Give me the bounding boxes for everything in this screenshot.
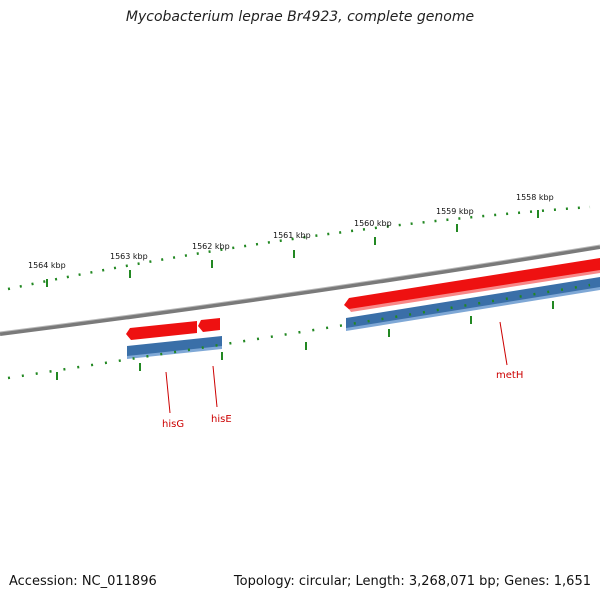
gene-hisE-forward[interactable] (198, 318, 220, 332)
gene-label-leaders (165, 321, 508, 414)
outer-ruler-major-ticks (46, 210, 539, 287)
cds-hisG-hisE[interactable] (127, 336, 222, 358)
genome-backbone (0, 245, 600, 336)
ruler-label-1561: 1561 kbp (273, 231, 311, 240)
inner-ruler-major-ticks (56, 301, 554, 380)
gene-metH-forward[interactable] (344, 258, 600, 311)
cds-metH[interactable] (346, 277, 600, 330)
genome-backbone-highlight (0, 244, 600, 333)
forward-strand-features (126, 258, 600, 340)
inner-ruler-dashes (7, 283, 591, 380)
gene-label-hisG: hisG (162, 419, 184, 430)
ruler-label-1564: 1564 kbp (28, 261, 66, 270)
gene-hisG-forward[interactable] (126, 321, 197, 340)
ruler-label-1559: 1559 kbp (436, 207, 474, 216)
ruler-label-1563: 1563 kbp (110, 252, 148, 261)
ruler-label-1560: 1560 kbp (354, 219, 392, 228)
ruler-label-1558: 1558 kbp (516, 193, 554, 202)
ruler-label-1562: 1562 kbp (192, 242, 230, 251)
map-title: Mycobacterium leprae Br4923, complete ge… (125, 9, 475, 25)
cds-features (127, 277, 600, 359)
gene-label-metH: metH (496, 370, 523, 381)
gene-label-hisE: hisE (211, 414, 232, 425)
accession-text: Accession: NC_011896 (9, 574, 157, 589)
genome-stats-text: Topology: circular; Length: 3,268,071 bp… (233, 574, 591, 589)
